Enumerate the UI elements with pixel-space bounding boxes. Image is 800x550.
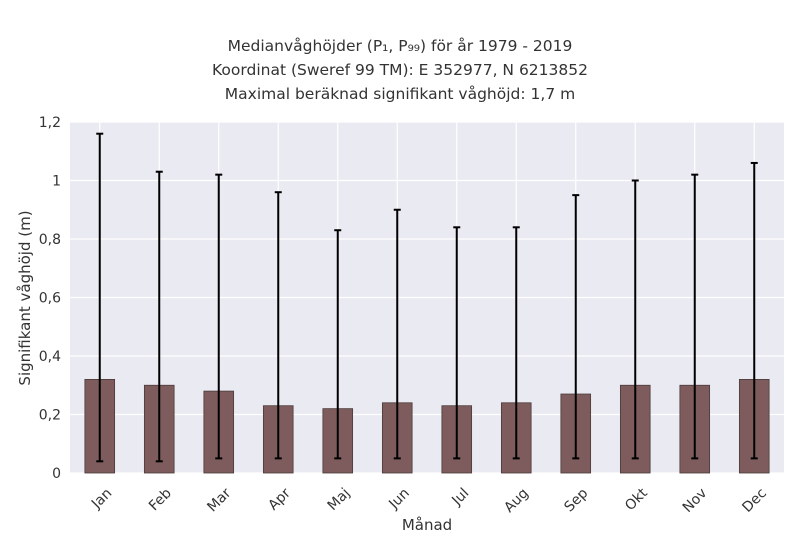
y-tick-label: 0,6 — [39, 291, 61, 307]
y-tick-label: 1,2 — [39, 115, 61, 131]
x-tick-label-nov: Nov — [680, 485, 711, 516]
x-axis-ticks: Jan Feb Mar Apr Maj Jun Jul Aug Sep Okt Nov Dec — [88, 485, 770, 516]
error-bar-maj — [334, 229, 342, 460]
y-tick-label: 0 — [52, 466, 61, 482]
x-tick-label-sep: Sep — [561, 485, 591, 515]
error-bar-feb — [155, 170, 163, 463]
error-bar-jan — [96, 132, 104, 463]
x-tick-label-maj: Maj — [325, 485, 354, 514]
chart-title-line-2: Koordinat (Sweref 99 TM): E 352977, N 62… — [212, 61, 588, 79]
error-bar-nov — [691, 173, 699, 460]
x-tick-label-okt: Okt — [622, 485, 651, 514]
error-bar-jul — [453, 226, 461, 460]
x-axis-label: Månad — [402, 516, 452, 534]
error-bar-okt — [631, 179, 639, 460]
x-tick-label-apr: Apr — [265, 485, 294, 514]
error-bar-mar — [215, 173, 223, 460]
x-tick-label-jul: Jul — [448, 485, 472, 509]
error-bar-dec — [750, 161, 758, 460]
x-tick-label-jun: Jun — [385, 485, 412, 512]
y-tick-label: 0,8 — [39, 232, 61, 248]
error-bar-jun — [393, 208, 401, 460]
error-bar-aug — [512, 226, 520, 460]
y-axis-label: Signifikant våghöjd (m) — [16, 210, 34, 385]
chart-title: Medianvåghöjder (P₁, P₉₉) för år 1979 - … — [0, 34, 800, 106]
y-axis-ticks: 0 0,2 0,4 0,6 0,8 1 1,2 — [39, 115, 61, 482]
chart-title-line-3: Maximal beräknad signifikant våghöjd: 1,… — [224, 85, 576, 103]
y-tick-label: 0,4 — [39, 349, 61, 365]
y-tick-label: 1 — [52, 174, 61, 190]
y-tick-label: 0,2 — [39, 408, 61, 424]
x-tick-label-feb: Feb — [146, 485, 175, 514]
error-bar-apr — [274, 191, 282, 460]
error-bar-sep — [572, 194, 580, 460]
x-tick-label-dec: Dec — [739, 485, 769, 515]
x-tick-label-aug: Aug — [501, 485, 532, 516]
x-tick-label-jan: Jan — [88, 485, 115, 512]
error-bars — [96, 132, 758, 463]
x-tick-label-mar: Mar — [204, 485, 234, 515]
chart-title-line-1: Medianvåghöjder (P₁, P₉₉) för år 1979 - … — [227, 37, 573, 55]
